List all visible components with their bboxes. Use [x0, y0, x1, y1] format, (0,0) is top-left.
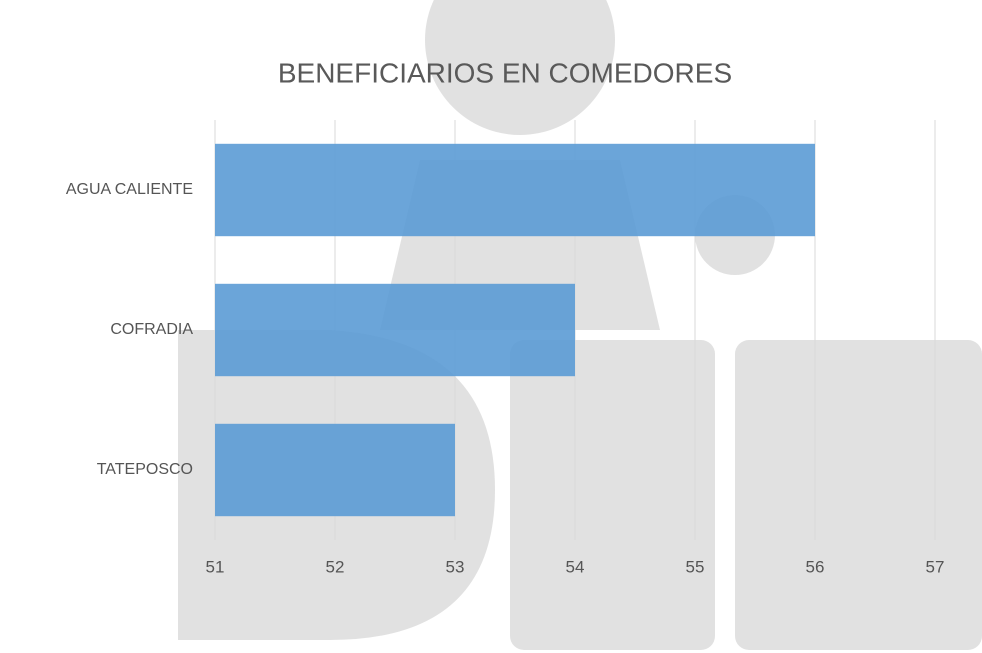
y-tick-label: COFRADIA	[110, 321, 193, 338]
bar	[215, 144, 815, 236]
chart: BENEFICIARIOS EN COMEDORES 51 52 53 54 55 56 5…	[0, 0, 982, 653]
watermark-shape	[510, 340, 715, 650]
y-tick-label: TATEPOSCO	[97, 461, 193, 478]
page: {"chart_data": {"type": "bar", "orientat…	[0, 0, 982, 653]
x-tick-label: 56	[806, 557, 825, 576]
x-tick-label: 51	[206, 557, 225, 576]
chart-title: BENEFICIARIOS EN COMEDORES	[278, 57, 732, 88]
bar	[215, 424, 455, 516]
x-tick-label: 53	[446, 557, 465, 576]
x-tick-label: 54	[566, 557, 585, 576]
bar	[215, 284, 575, 376]
y-tick-label: AGUA CALIENTE	[66, 181, 193, 198]
watermark-shape	[735, 340, 982, 650]
x-tick-label: 57	[926, 557, 945, 576]
x-tick-label: 52	[326, 557, 345, 576]
x-tick-label: 55	[686, 557, 705, 576]
